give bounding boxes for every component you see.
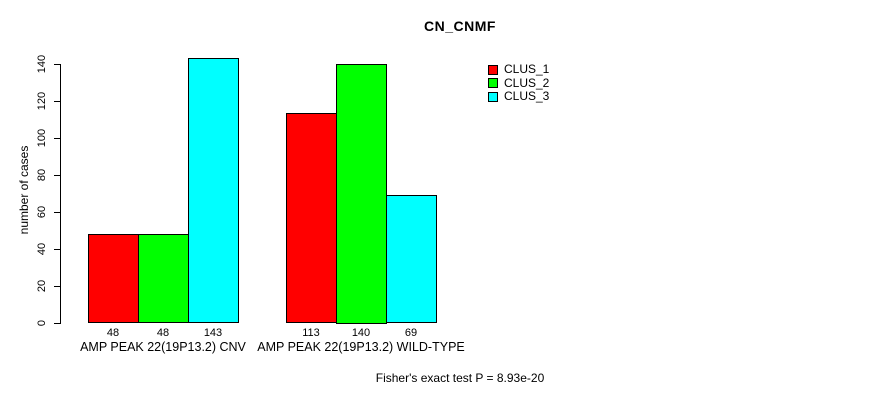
y-axis-title: number of cases xyxy=(17,145,31,235)
bar-value-label: 48 xyxy=(156,327,170,339)
bar-value-label: 113 xyxy=(302,327,320,339)
y-tick-label: 120 xyxy=(36,91,48,110)
legend-label: CLUS_1 xyxy=(504,62,550,77)
y-tick-label: 100 xyxy=(36,128,48,147)
y-tick-label: 40 xyxy=(36,242,48,255)
legend-item-clus_3: CLUS_3 xyxy=(488,90,549,104)
y-tick xyxy=(54,100,60,102)
legend-swatch xyxy=(488,78,498,89)
y-tick xyxy=(54,285,60,287)
legend-item-clus_2: CLUS_2 xyxy=(488,75,550,91)
bar-value-label: 48 xyxy=(106,327,120,339)
bar-clus_1-group2 xyxy=(286,113,337,324)
bar-clus_3-group2 xyxy=(386,194,437,324)
legend: CLUS_1 CLUS_2 CLUS_3 xyxy=(488,63,549,104)
bar-value-label: 143 xyxy=(203,327,223,339)
bar-value-label: 69 xyxy=(404,327,418,339)
bar-value-label: 140 xyxy=(351,327,371,339)
y-tick-label: 60 xyxy=(36,205,48,218)
y-tick xyxy=(54,248,60,250)
y-axis-line xyxy=(60,63,61,324)
y-tick xyxy=(54,322,60,324)
legend-item-clus_1: CLUS_1 xyxy=(488,63,549,77)
y-tick xyxy=(54,63,60,65)
bar-clus_2-group1 xyxy=(138,233,189,324)
annotation-text: Fisher's exact test P = 8.93e-20 xyxy=(375,371,545,385)
legend-label: CLUS_2 xyxy=(504,75,550,90)
bar-clus_1-group1 xyxy=(88,233,139,324)
y-tick-label: 0 xyxy=(36,319,48,326)
y-tick-label: 140 xyxy=(36,54,48,73)
y-tick xyxy=(54,137,60,139)
legend-swatch xyxy=(488,91,498,102)
y-tick-label: 80 xyxy=(36,168,48,181)
category-label: AMP PEAK 22(19P13.2) WILD-TYPE xyxy=(257,340,465,354)
legend-label: CLUS_3 xyxy=(504,89,550,104)
chart-title: CN_CNMF xyxy=(424,18,496,34)
y-tick-label: 20 xyxy=(36,279,48,292)
bar-clus_2-group2 xyxy=(336,63,387,324)
bar-clus_3-group1 xyxy=(188,57,239,324)
category-label: AMP PEAK 22(19P13.2) CNV xyxy=(80,340,246,354)
y-tick xyxy=(54,211,60,213)
legend-swatch xyxy=(488,64,498,75)
y-tick xyxy=(54,174,60,176)
